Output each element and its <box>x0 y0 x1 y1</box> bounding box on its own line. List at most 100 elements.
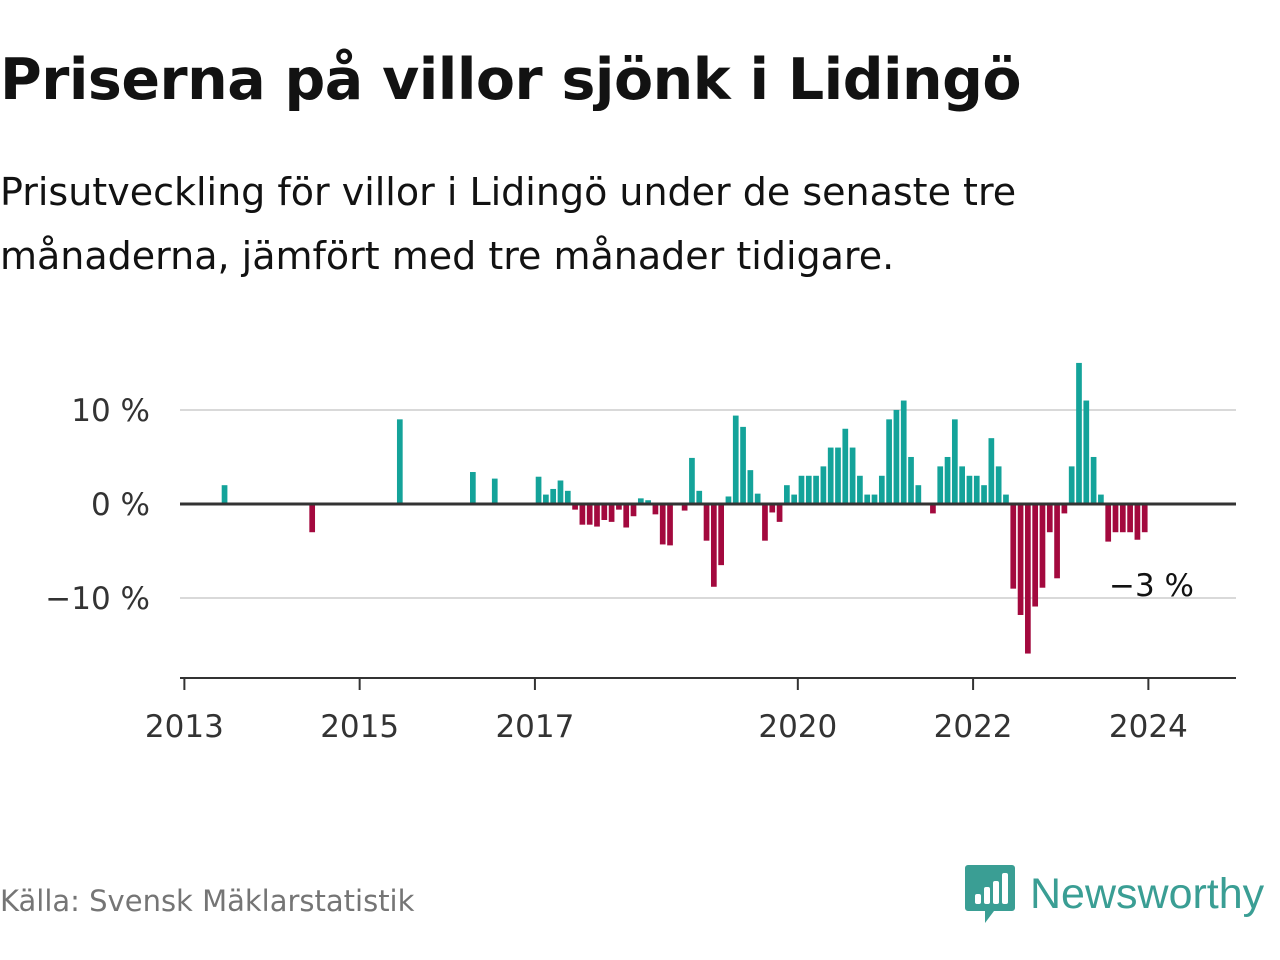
bar <box>813 475 819 504</box>
bar <box>776 504 783 522</box>
bar <box>995 466 1002 504</box>
bar <box>1083 400 1090 504</box>
bar <box>550 488 557 504</box>
bar <box>586 504 593 525</box>
bar <box>221 485 228 504</box>
bar <box>572 504 578 510</box>
bar <box>623 504 630 528</box>
bar <box>1039 504 1046 588</box>
bar <box>827 447 834 504</box>
bar <box>820 466 827 504</box>
bar <box>1054 504 1060 579</box>
bar <box>309 504 316 533</box>
y-tick-label: 10 % <box>71 393 150 429</box>
x-tick-label: 2017 <box>495 709 574 745</box>
x-tick-label: 2015 <box>320 709 399 745</box>
bar <box>966 475 973 504</box>
bar <box>630 504 637 517</box>
bar <box>798 475 805 504</box>
bar <box>762 504 768 541</box>
gridlines <box>180 408 1236 600</box>
brand-logo[interactable]: Newsworthy <box>964 862 1264 926</box>
bar <box>1112 504 1119 533</box>
bar <box>805 475 812 504</box>
y-tick-label: 0 % <box>91 487 150 523</box>
bar <box>1032 504 1039 607</box>
bar <box>857 475 863 504</box>
y-tick-label: −10 % <box>45 581 150 617</box>
bar <box>1119 504 1126 533</box>
bar <box>396 419 403 504</box>
source-note: Källa: Svensk Mäklarstatistik <box>0 884 415 918</box>
bar <box>491 478 498 504</box>
bar <box>1134 504 1141 540</box>
x-tick-label: 2020 <box>758 709 837 745</box>
bar <box>564 490 571 504</box>
bar <box>878 475 885 504</box>
labels: 10 % 0 % −10 % 2013 2015 2017 2020 2022 2024 −3 % <box>45 393 1194 745</box>
bar <box>849 447 856 504</box>
bar <box>1090 456 1097 504</box>
bar <box>930 504 936 514</box>
bar <box>1105 504 1112 542</box>
bar <box>652 504 659 515</box>
bar <box>900 400 907 504</box>
bar <box>747 470 754 504</box>
axes <box>180 502 1236 690</box>
bar <box>973 475 980 504</box>
bar <box>988 438 995 504</box>
bar <box>769 504 776 513</box>
bar <box>915 485 922 504</box>
bar <box>871 494 878 504</box>
bar <box>725 496 732 504</box>
bar <box>981 485 987 504</box>
bar <box>784 485 790 504</box>
chart-subtitle: Prisutveckling för villor i Lidingö unde… <box>0 170 1017 278</box>
bar <box>1061 504 1068 514</box>
bar <box>732 415 739 504</box>
x-tick-label: 2022 <box>934 709 1013 745</box>
bar <box>842 428 849 504</box>
bar <box>951 419 958 504</box>
bar <box>886 419 892 504</box>
bar <box>601 504 608 520</box>
bar <box>1025 504 1031 654</box>
bar <box>703 504 710 541</box>
newsworthy-logo-icon <box>965 865 1015 923</box>
bar <box>1098 494 1104 504</box>
brand-name: Newsworthy <box>1030 869 1265 918</box>
x-tick-label: 2024 <box>1109 709 1188 745</box>
bar <box>645 500 651 504</box>
chart-title: Priserna på villor sjönk i Lidingö <box>0 47 1022 113</box>
bar <box>754 493 761 504</box>
bar <box>864 494 871 504</box>
bar <box>659 504 666 545</box>
bar <box>616 504 622 510</box>
bar <box>557 480 564 504</box>
bar <box>959 466 965 504</box>
bar <box>835 447 841 504</box>
bar <box>579 504 586 525</box>
bar <box>718 504 724 566</box>
bar <box>908 456 914 504</box>
bar <box>1127 504 1133 533</box>
bar <box>740 426 746 504</box>
bar <box>681 504 688 511</box>
bar <box>893 409 900 504</box>
bars <box>221 362 1148 654</box>
bar <box>937 466 944 504</box>
bar <box>689 457 695 504</box>
bar <box>543 494 549 504</box>
bar <box>470 472 476 504</box>
bar <box>791 494 798 504</box>
bar <box>1010 504 1017 589</box>
bar <box>1017 504 1024 615</box>
bar <box>535 476 542 504</box>
bar <box>944 456 951 504</box>
bar <box>710 504 717 587</box>
x-tick-label: 2013 <box>145 709 224 745</box>
bar <box>1076 362 1082 504</box>
bar <box>1068 466 1075 504</box>
bar <box>1046 504 1053 533</box>
bar <box>1003 494 1009 504</box>
